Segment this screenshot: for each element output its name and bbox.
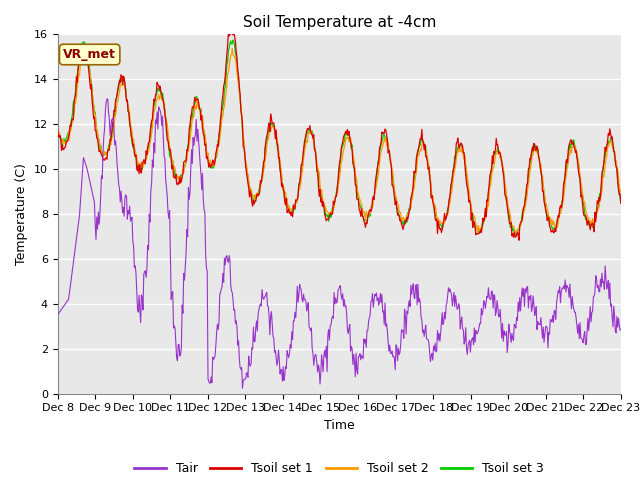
Tair: [410, 281, 417, 287]
Tsoil set 2: [209, 161, 216, 167]
Title: Soil Temperature at -4cm: Soil Temperature at -4cm: [243, 15, 436, 30]
Tair: [64, 298, 72, 303]
Tsoil set 2: [64, 139, 72, 144]
Tsoil set 2: [228, 46, 236, 51]
Tair: [210, 356, 218, 362]
Tsoil set 1: [225, 31, 232, 36]
Tsoil set 1: [617, 201, 625, 206]
Tsoil set 2: [179, 167, 187, 173]
Tsoil set 3: [512, 232, 520, 238]
Tair: [104, 96, 111, 102]
Tsoil set 1: [408, 189, 416, 194]
Line: Tsoil set 2: Tsoil set 2: [58, 48, 621, 233]
Line: Tsoil set 1: Tsoil set 1: [58, 34, 621, 240]
Tair: [426, 349, 433, 355]
Tair: [180, 271, 188, 276]
Tsoil set 2: [54, 126, 61, 132]
Tsoil set 1: [209, 157, 216, 163]
Legend: Tair, Tsoil set 1, Tsoil set 2, Tsoil set 3: Tair, Tsoil set 1, Tsoil set 2, Tsoil se…: [129, 457, 549, 480]
Tair: [54, 312, 61, 318]
Tair: [123, 194, 131, 200]
Tsoil set 3: [122, 86, 129, 92]
Tsoil set 3: [617, 199, 625, 205]
Tair: [239, 385, 246, 391]
Tsoil set 1: [179, 170, 187, 176]
Tsoil set 2: [512, 230, 520, 236]
Tsoil set 2: [122, 89, 129, 95]
X-axis label: Time: Time: [324, 419, 355, 432]
Tsoil set 3: [408, 191, 416, 196]
Tsoil set 3: [54, 126, 61, 132]
Line: Tair: Tair: [58, 99, 621, 388]
Tsoil set 3: [229, 37, 237, 43]
Tsoil set 1: [64, 138, 72, 144]
Text: VR_met: VR_met: [63, 48, 116, 61]
Tsoil set 3: [64, 131, 72, 137]
Tsoil set 3: [425, 165, 433, 171]
Tsoil set 1: [54, 125, 61, 131]
Tsoil set 2: [408, 195, 416, 201]
Tsoil set 2: [617, 189, 625, 195]
Tair: [617, 327, 625, 333]
Y-axis label: Temperature (C): Temperature (C): [15, 163, 28, 264]
Tsoil set 3: [209, 165, 216, 171]
Line: Tsoil set 3: Tsoil set 3: [58, 40, 621, 235]
Tsoil set 2: [425, 162, 433, 168]
Tsoil set 1: [425, 165, 433, 170]
Tsoil set 1: [122, 90, 129, 96]
Tsoil set 1: [515, 238, 523, 243]
Tsoil set 3: [179, 168, 187, 174]
